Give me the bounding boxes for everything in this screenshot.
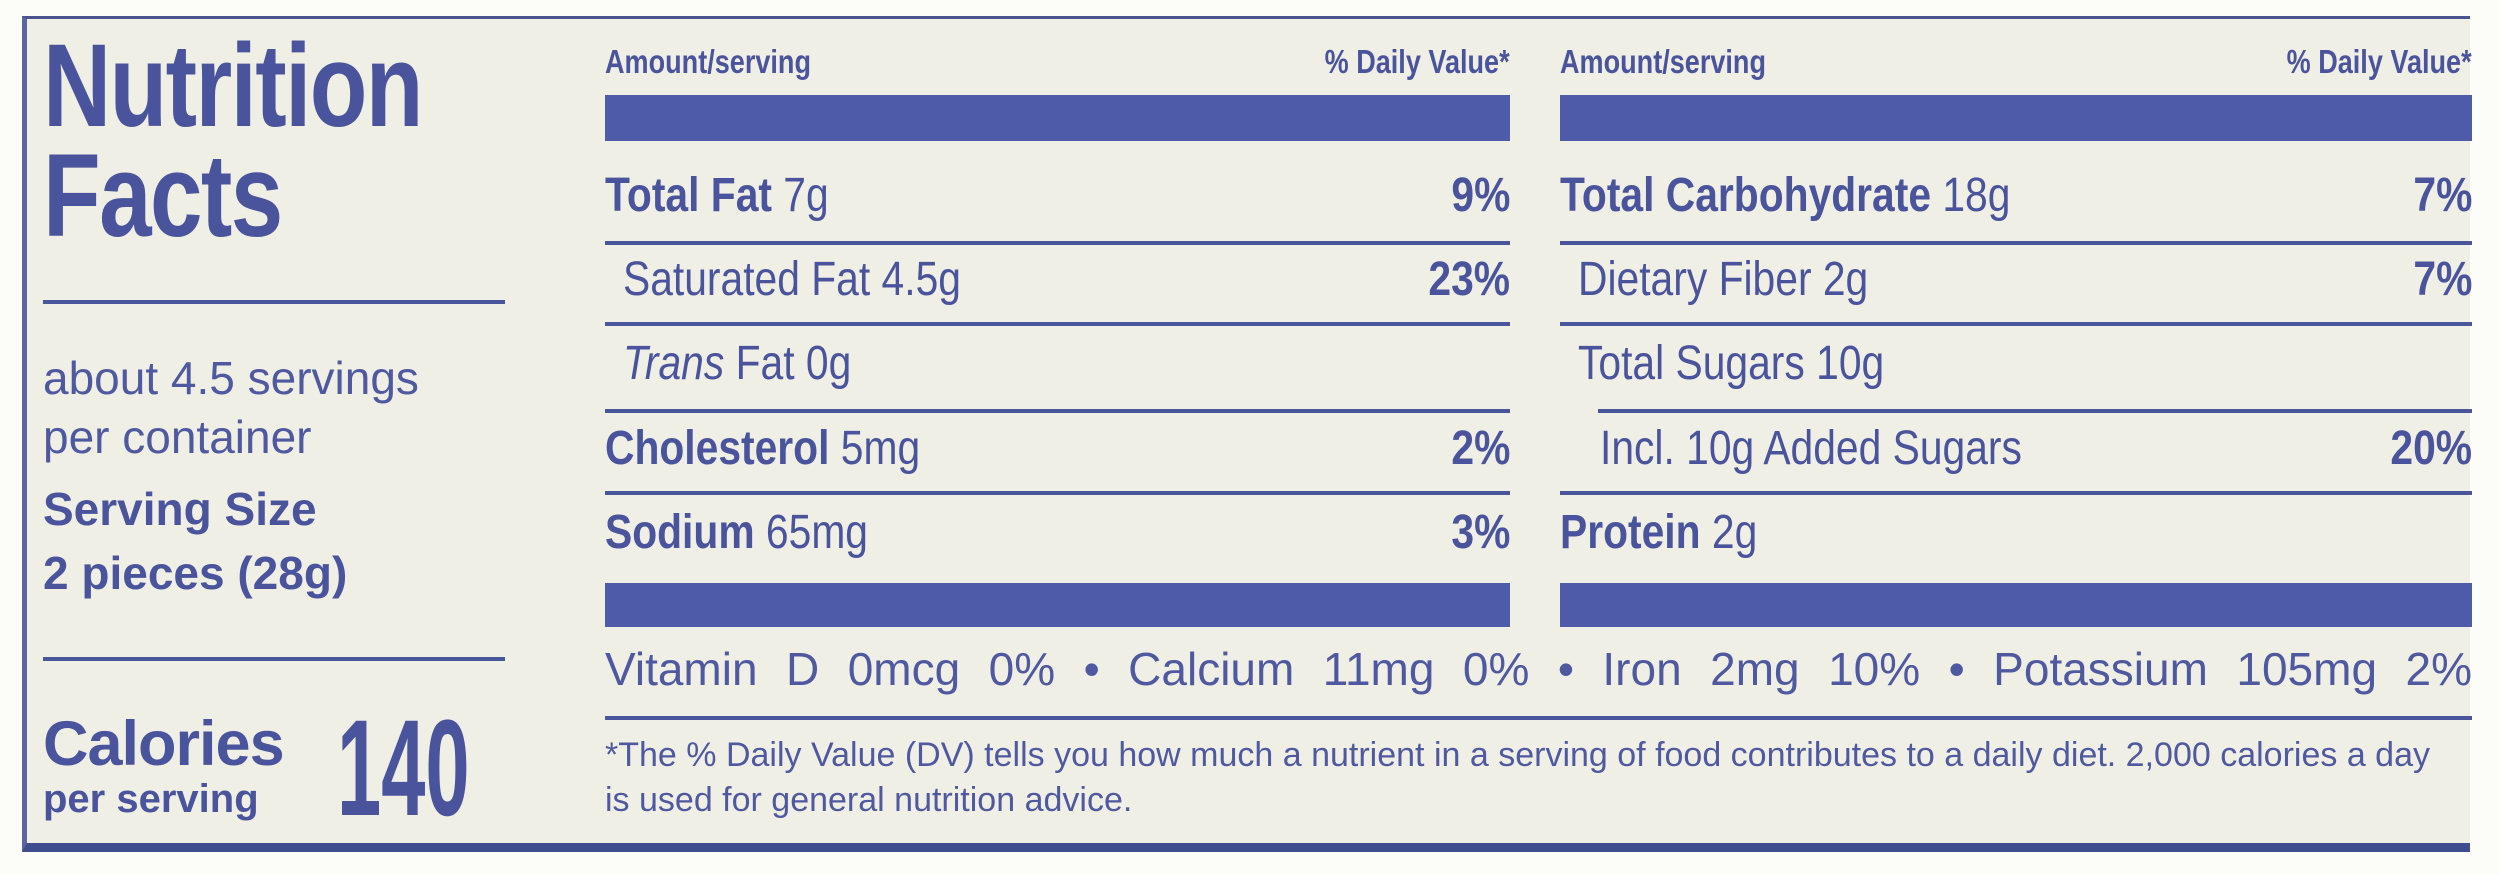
calories-sublabel: per serving	[43, 777, 259, 821]
separator	[1560, 491, 2472, 495]
nutrient-name: Total Carbohydrate 18g	[1560, 169, 2011, 222]
serving-size-label: Serving Size	[43, 483, 317, 535]
divider	[605, 716, 2472, 720]
daily-value: 20%	[2390, 422, 2472, 475]
micronutrients-line: Vitamin D 0mcg 0% • Calcium 11mg 0% • Ir…	[605, 643, 2472, 695]
page-title: Nutrition Facts	[43, 20, 423, 262]
daily-value-header: % Daily Value*	[2286, 43, 2472, 80]
title-line-2: Facts	[43, 130, 283, 262]
divider	[43, 657, 505, 661]
calories-value: 140	[337, 692, 470, 845]
nutrient-name: Incl. 10g Added Sugars	[1600, 422, 2022, 475]
servings-line-1: about 4.5 servings	[43, 352, 419, 404]
nutrient-name: Dietary Fiber 2g	[1578, 253, 1869, 306]
nutrient-name: Trans Fat 0g	[623, 337, 852, 390]
separator	[605, 322, 1510, 326]
serving-size: Serving Size 2 pieces (28g)	[43, 477, 347, 605]
daily-value: 7%	[2413, 253, 2472, 306]
amount-serving-header: Amount/serving	[1560, 43, 1766, 80]
separator	[1560, 322, 2472, 326]
nutrient-column-1: Amount/serving % Daily Value* Total Fat …	[605, 19, 1510, 639]
serving-size-value: 2 pieces (28g)	[43, 547, 348, 599]
nutrient-column-2: Amount/serving % Daily Value* Total Carb…	[1560, 19, 2472, 639]
daily-value: 23%	[1428, 253, 1510, 306]
nutrient-row-saturated-fat: Saturated Fat 4.5g 23%	[605, 249, 1510, 311]
nutrient-row-dietary-fiber: Dietary Fiber 2g 7%	[1560, 249, 2472, 311]
separator	[605, 491, 1510, 495]
nutrient-row-cholesterol: Cholesterol 5mg 2%	[605, 418, 1510, 480]
nutrition-facts-label: Nutrition Facts about 4.5 servings per c…	[22, 16, 2472, 852]
daily-value: 7%	[2413, 169, 2472, 222]
separator	[1598, 409, 2472, 413]
nutrient-name: Cholesterol 5mg	[605, 422, 921, 475]
header-bar	[1560, 95, 2472, 141]
footnote: *The % Daily Value (DV) tells you how mu…	[605, 736, 2430, 819]
nutrient-row-added-sugars: Incl. 10g Added Sugars 20%	[1560, 418, 2472, 480]
daily-value: 9%	[1451, 169, 1510, 222]
nutrient-row-total-sugars: Total Sugars 10g	[1560, 333, 2472, 395]
nutrient-name: Protein 2g	[1560, 506, 1758, 559]
title-line-1: Nutrition	[43, 20, 423, 152]
calories-label: Calories	[43, 709, 285, 779]
daily-value-header: % Daily Value*	[1324, 43, 1510, 80]
divider	[43, 300, 505, 304]
daily-value: 2%	[1451, 422, 1510, 475]
section-bar	[605, 583, 1510, 627]
nutrient-name: Total Fat 7g	[605, 169, 829, 222]
nutrient-row-trans-fat: Trans Fat 0g	[605, 333, 1510, 395]
header-bar	[605, 95, 1510, 141]
separator	[605, 409, 1510, 413]
servings-line-2: per container	[43, 411, 312, 463]
daily-value: 3%	[1451, 506, 1510, 559]
calories-section: Calories per serving	[43, 709, 285, 821]
nutrient-name: Saturated Fat 4.5g	[623, 253, 961, 306]
nutrient-name: Total Sugars 10g	[1578, 337, 1885, 390]
servings-per-container: about 4.5 servings per container	[43, 349, 419, 467]
amount-serving-header: Amount/serving	[605, 43, 811, 80]
nutrient-row-protein: Protein 2g	[1560, 502, 2472, 564]
nutrient-row-total-fat: Total Fat 7g 9%	[605, 165, 1510, 227]
separator	[605, 241, 1510, 245]
separator	[1560, 241, 2472, 245]
nutrient-name: Sodium 65mg	[605, 506, 868, 559]
nutrient-row-sodium: Sodium 65mg 3%	[605, 502, 1510, 564]
nutrient-row-total-carbohydrate: Total Carbohydrate 18g 7%	[1560, 165, 2472, 227]
section-bar	[1560, 583, 2472, 627]
